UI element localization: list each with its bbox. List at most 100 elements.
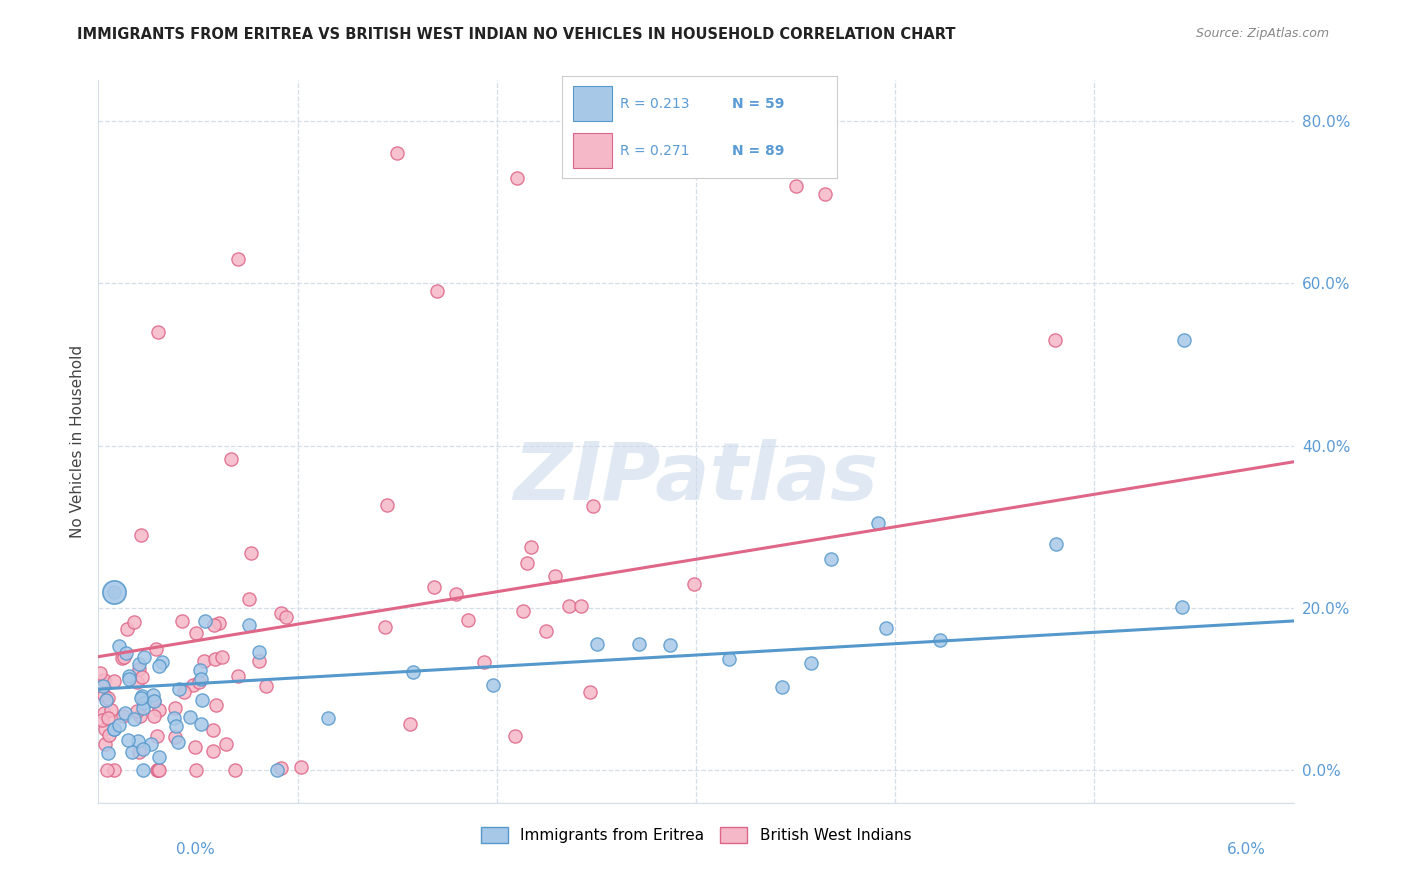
Point [173, 685, 195, 699]
Point [170, 615, 193, 629]
Point [1045, 537, 1067, 551]
Point [167, 681, 190, 696]
Point [184, 764, 207, 778]
Point [129, 708, 152, 723]
Point [247, 645, 270, 659]
Text: N = 59: N = 59 [733, 96, 785, 111]
Point [204, 652, 226, 666]
Point [1173, 333, 1195, 347]
Point [929, 632, 952, 647]
Point [166, 735, 188, 749]
Point [111, 708, 134, 723]
Bar [574, 87, 612, 121]
Point [800, 656, 823, 670]
Point [142, 694, 165, 708]
Point [89, 666, 111, 681]
Point [128, 657, 150, 672]
Text: Source: ZipAtlas.com: Source: ZipAtlas.com [1195, 27, 1329, 40]
Point [205, 698, 228, 713]
Point [97, 746, 120, 760]
Point [375, 498, 398, 512]
Point [93, 706, 115, 721]
Point [446, 587, 468, 601]
Point [188, 675, 211, 690]
Point [129, 528, 152, 542]
Point [108, 718, 131, 732]
Point [228, 669, 250, 683]
Point [402, 665, 425, 679]
Text: R = 0.213: R = 0.213 [620, 96, 689, 111]
Point [290, 760, 312, 774]
Point [683, 576, 706, 591]
Point [316, 711, 339, 725]
Point [181, 678, 204, 692]
Text: N = 89: N = 89 [733, 144, 785, 158]
Point [482, 678, 505, 692]
Point [103, 722, 125, 736]
Point [93, 688, 115, 702]
Point [115, 647, 138, 661]
Point [219, 452, 242, 467]
Point [131, 690, 153, 704]
Point [226, 252, 249, 266]
Point [266, 764, 288, 778]
Point [503, 729, 526, 743]
Text: ZIPatlas: ZIPatlas [513, 439, 879, 516]
Point [148, 658, 170, 673]
Point [165, 719, 187, 733]
Point [184, 626, 207, 640]
Point [143, 709, 166, 723]
Point [193, 654, 215, 668]
Point [96, 711, 118, 725]
Point [224, 764, 246, 778]
Point [274, 610, 297, 624]
Point [131, 670, 153, 684]
Point [146, 729, 169, 743]
Point [103, 764, 125, 778]
Point [238, 592, 260, 607]
Y-axis label: No Vehicles in Household: No Vehicles in Household [69, 345, 84, 538]
Point [270, 761, 292, 775]
Point [128, 745, 150, 759]
Point [191, 693, 214, 707]
Point [472, 655, 495, 669]
Point [202, 744, 225, 758]
Bar [574, 133, 612, 168]
Point [457, 613, 479, 627]
Point [201, 723, 224, 737]
Point [90, 713, 112, 727]
Point [131, 764, 153, 778]
Point [150, 655, 173, 669]
Text: 0.0%: 0.0% [176, 842, 215, 856]
Point [211, 649, 233, 664]
Point [100, 702, 122, 716]
Point [131, 701, 153, 715]
Point [866, 516, 889, 531]
Point [122, 712, 145, 726]
Point [628, 637, 651, 651]
Point [145, 764, 167, 778]
Point [190, 672, 212, 686]
Point [506, 170, 529, 185]
Point [148, 764, 170, 778]
Point [118, 669, 141, 683]
Point [146, 764, 169, 778]
Text: IMMIGRANTS FROM ERITREA VS BRITISH WEST INDIAN NO VEHICLES IN HOUSEHOLD CORRELAT: IMMIGRANTS FROM ERITREA VS BRITISH WEST … [77, 27, 956, 42]
Point [179, 709, 201, 723]
Point [121, 745, 143, 759]
Point [1171, 599, 1194, 614]
Point [93, 673, 115, 688]
Point [148, 703, 170, 717]
Point [374, 620, 396, 634]
Point [129, 690, 152, 705]
Point [184, 739, 207, 754]
Point [190, 717, 212, 731]
Point [148, 325, 170, 339]
Point [579, 685, 602, 699]
Point [254, 679, 277, 693]
Point [163, 701, 186, 715]
Point [125, 704, 148, 718]
Point [239, 546, 262, 560]
Point [585, 636, 607, 650]
Point [103, 673, 125, 688]
